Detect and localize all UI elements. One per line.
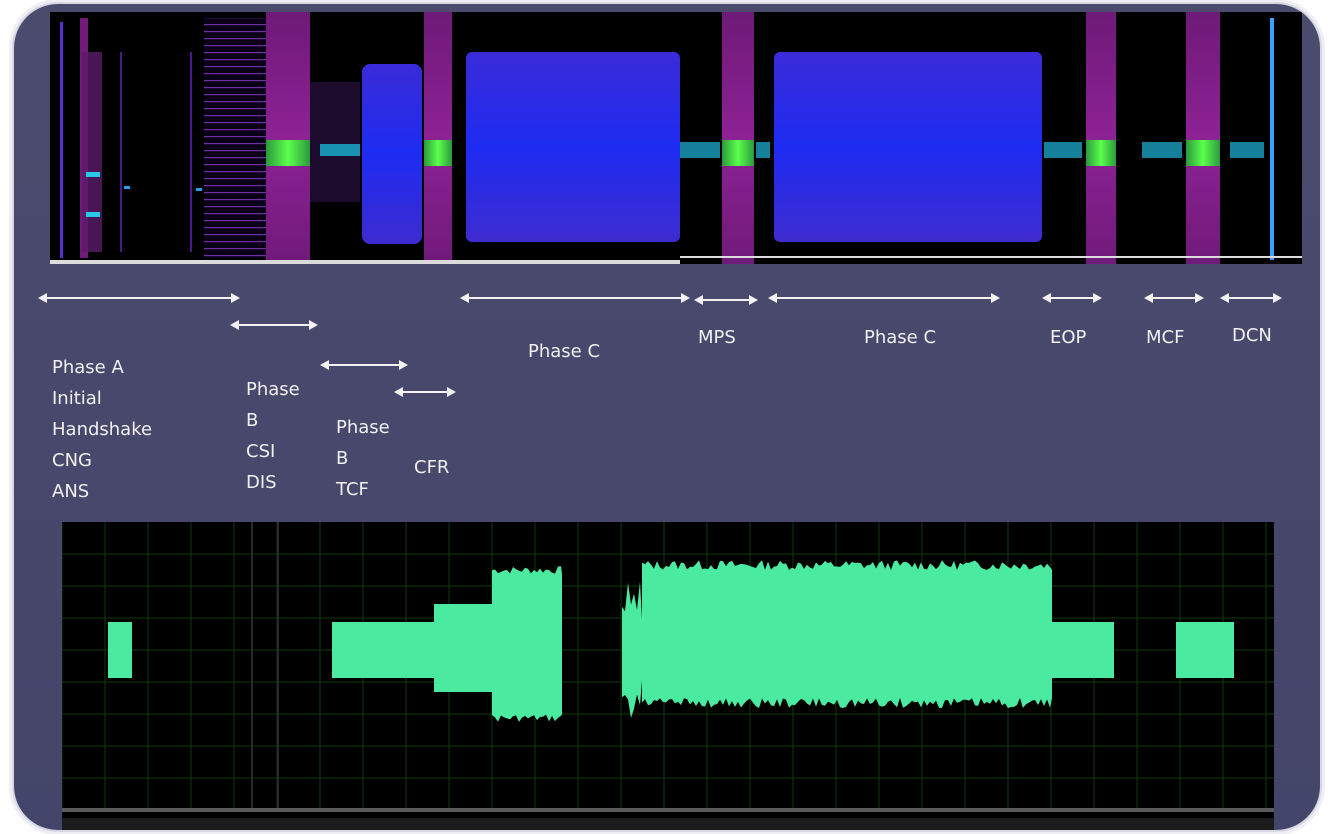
spectrogram-magenta-band: [1186, 12, 1220, 264]
signal-noise: [622, 680, 642, 719]
signal-noise: [492, 714, 562, 722]
signal-noise: [642, 560, 1052, 570]
waveform-signal: [108, 560, 1234, 722]
spectrogram-tcf-block: [362, 64, 422, 244]
diagram-panel: [14, 4, 1320, 830]
spectrogram-phase-b-preamble: [204, 18, 266, 258]
signal-burst: [622, 620, 642, 680]
signal-noise: [492, 566, 562, 574]
waveform-baseline: [62, 808, 1274, 812]
spectrogram-hot-spot: [722, 140, 754, 166]
spectrogram-magenta-band: [1086, 12, 1116, 264]
spectrogram-hot-spot: [1086, 140, 1116, 166]
signal-burst: [642, 570, 1052, 698]
spectrogram-end-line: [1270, 18, 1274, 260]
signal-noise: [622, 581, 642, 620]
waveform-time-ruler: [62, 818, 1274, 830]
spectrogram-phase-c-block: [774, 52, 1042, 242]
signal-burst: [332, 622, 434, 678]
spectrogram: [50, 12, 1302, 264]
signal-noise: [642, 698, 1052, 708]
waveform: [62, 522, 1274, 830]
spectrogram-magenta-band: [424, 12, 452, 264]
signal-burst: [492, 574, 562, 714]
spectrogram-magenta-band: [722, 12, 754, 264]
signal-burst: [1176, 622, 1234, 678]
spectrogram-hot-spot: [266, 140, 310, 166]
spectrogram-hot-spot: [1186, 140, 1220, 166]
spectrogram-cng-ans: [60, 18, 202, 258]
signal-burst: [434, 604, 492, 692]
spectrogram-phase-c-block: [466, 52, 680, 242]
spectrogram-magenta-band: [266, 12, 310, 264]
spectrogram-hot-spot: [424, 140, 452, 166]
signal-burst: [1052, 622, 1114, 678]
signal-burst: [108, 622, 132, 678]
